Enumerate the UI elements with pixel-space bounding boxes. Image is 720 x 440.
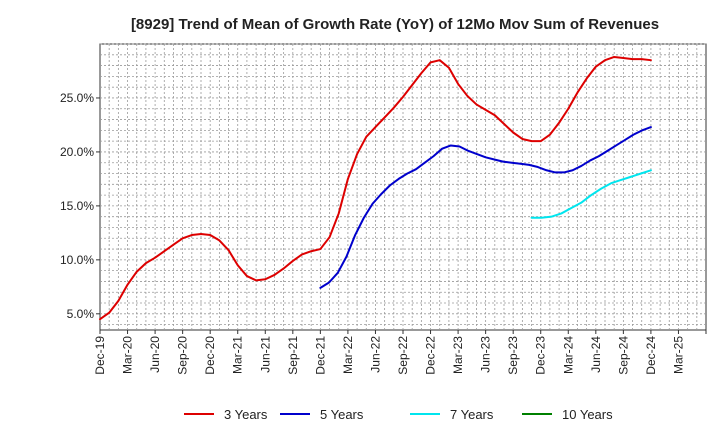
x-tick-label: Mar-23	[451, 336, 465, 374]
x-tick-label: Jun-24	[589, 336, 603, 373]
x-tick-label: Mar-25	[671, 336, 685, 374]
series-line-3-years	[99, 55, 652, 321]
x-tick-label: Dec-24	[644, 336, 658, 375]
plot-frame	[99, 43, 707, 331]
series-line-5-years	[319, 126, 652, 289]
plot-area	[99, 43, 707, 331]
y-tick-label: 20.0%	[60, 145, 94, 159]
x-tick-label: Jun-22	[368, 336, 382, 373]
legend-label: 3 Years	[224, 407, 268, 422]
y-tick-label: 15.0%	[60, 199, 94, 213]
x-tick-label: Jun-23	[479, 336, 493, 373]
x-tick-label: Dec-21	[313, 336, 327, 375]
x-tick-label: Jun-20	[148, 336, 162, 373]
x-tick-label: Dec-22	[424, 336, 438, 375]
legend-label: 7 Years	[450, 407, 494, 422]
x-tick-label: Sep-22	[396, 336, 410, 375]
x-axis: Dec-19 Mar-20 Jun-20 Sep-20 Dec-20 Mar-21 Jun-…	[93, 330, 707, 375]
x-tick-label: Mar-20	[121, 336, 135, 374]
y-axis: 5.0% 10.0% 15.0% 20.0% 25.0%	[60, 91, 100, 321]
x-tick-label: Sep-24	[616, 336, 630, 375]
series-group	[99, 55, 652, 321]
x-tick-label: Mar-21	[231, 336, 245, 374]
x-tick-label: Sep-21	[286, 336, 300, 375]
x-tick-label: Sep-20	[176, 336, 190, 375]
legend: 3 Years 5 Years 7 Years 10 Years	[184, 407, 613, 422]
legend-label: 5 Years	[320, 407, 364, 422]
x-tick-label: Mar-22	[341, 336, 355, 374]
y-tick-label: 5.0%	[67, 307, 95, 321]
y-tick-label: 25.0%	[60, 91, 94, 105]
x-tick-label: Mar-24	[561, 336, 575, 374]
x-tick-label: Dec-20	[203, 336, 217, 375]
chart-title: [8929] Trend of Mean of Growth Rate (YoY…	[131, 16, 659, 33]
series-line-7-years	[530, 169, 652, 219]
x-tick-label: Dec-23	[534, 336, 548, 375]
x-tick-label: Jun-21	[258, 336, 272, 373]
x-tick-label: Sep-23	[506, 336, 520, 375]
legend-label: 10 Years	[562, 407, 613, 422]
x-tick-label: Dec-19	[93, 336, 107, 375]
y-tick-label: 10.0%	[60, 253, 94, 267]
